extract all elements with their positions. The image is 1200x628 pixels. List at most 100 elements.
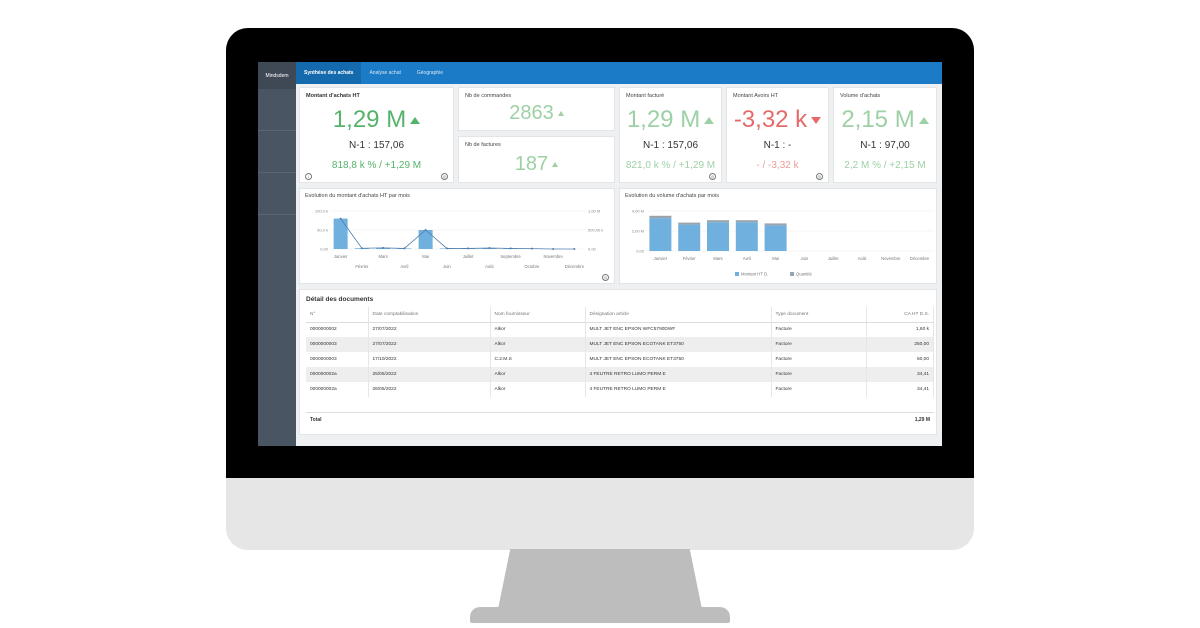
kpi-delta: 818,8 k % / +1,29 M: [331, 160, 422, 171]
kpi-title: Nb de commandes: [465, 93, 512, 99]
bar-stack: [678, 222, 701, 225]
chart-title: Evolution du volume d'achats par mois: [625, 193, 719, 199]
line-point: [530, 247, 533, 250]
cell: MULT JET ENC EPSON ECOTANK ET3750: [585, 352, 772, 367]
kpi-nb-commandes[interactable]: Nb de commandes 2863: [458, 87, 615, 131]
bar: [707, 222, 729, 251]
x-tick-label: Avril: [743, 256, 751, 261]
chart-volume-achats[interactable]: Evolution du volume d'achats par mois 4,…: [619, 188, 937, 284]
bar: [418, 230, 433, 249]
series-line: [340, 218, 575, 250]
bar: [735, 222, 758, 251]
table-row[interactable]: 0000000003 27/07/2022 Alkor MULT JET ENC…: [306, 337, 934, 352]
line-point: [488, 247, 491, 250]
line-point: [573, 248, 576, 250]
cell: 0000000003: [306, 337, 369, 352]
tab-analyse[interactable]: Analyse achat: [369, 70, 401, 76]
chart-montant-achats[interactable]: Evolution du montant d'achats HT par moi…: [299, 188, 615, 284]
bar-stack: [707, 220, 729, 223]
x-tick-label: Août: [858, 256, 867, 261]
info-icon[interactable]: i: [305, 173, 312, 180]
cell: Alkor: [490, 367, 586, 382]
cell: 0000000003: [306, 352, 369, 367]
tab-synthese[interactable]: Synthèse des achats: [296, 62, 362, 84]
tab-geographie[interactable]: Géographie: [416, 70, 444, 76]
total-value: 1,29 M: [914, 416, 930, 423]
kpi-title: Nb de factures: [465, 142, 501, 148]
documents-table: N° Date comptabilisation Nom fournisseur…: [306, 307, 934, 397]
table-row[interactable]: 000000002a 25/05/2022 Alkor 4 FEUTRE RET…: [306, 367, 934, 382]
cell: 34,41: [866, 382, 934, 397]
table-header-row: N° Date comptabilisation Nom fournisseur…: [306, 307, 934, 323]
kpi-delta: 821,0 k % / +1,29 M: [625, 160, 716, 171]
x-tick-label: Août: [485, 264, 494, 269]
target-icon[interactable]: ◎: [441, 173, 448, 180]
y-tick-label: 0,00: [320, 247, 329, 252]
kpi-value: 1,29 M: [620, 106, 721, 134]
line-point: [424, 229, 427, 231]
monitor-stand-neck: [498, 549, 702, 609]
cell: 26/05/2022: [368, 382, 491, 397]
kpi-nb-factures[interactable]: Nb de factures 187: [458, 136, 615, 183]
bar-stack: [735, 220, 758, 223]
y-tick-label: 50,0 k: [317, 228, 328, 233]
cell: 250,00: [866, 337, 934, 352]
kpi-value: 1,29 M: [300, 106, 453, 134]
legend-swatch: [790, 272, 794, 276]
kpi-montant-avoirs[interactable]: Montant Avoirs HT -3,32 k N-1 : - - / -3…: [726, 87, 829, 183]
kpi-delta: 2,2 M % / +2,15 M: [844, 160, 926, 171]
sidebar-item[interactable]: [258, 173, 296, 215]
bar: [649, 218, 672, 251]
cell: 25/05/2022: [368, 367, 491, 382]
sidebar-item[interactable]: [258, 131, 296, 173]
tab-bar: Synthèse des achats Analyse achat Géogra…: [296, 62, 942, 84]
kpi-volume-achats[interactable]: Volume d'achats 2,15 M N-1 : 97,00 2,2 M…: [833, 87, 937, 183]
x-tick-label: Octobre: [524, 264, 540, 269]
legend-label: Montant HT D.: [741, 272, 768, 277]
line-point: [552, 248, 555, 250]
col-header[interactable]: Date comptabilisation: [368, 307, 491, 323]
col-header[interactable]: Nom fournisseur: [490, 307, 586, 323]
bar: [678, 224, 701, 251]
col-header[interactable]: Type document: [771, 307, 867, 323]
table-title: Détail des documents: [306, 296, 374, 303]
y-tick-label: 4,00 M: [632, 209, 644, 214]
sidebar-item[interactable]: [258, 89, 296, 131]
x-tick-label: Juin: [801, 256, 809, 261]
x-tick-label: Mars: [713, 256, 722, 261]
y2-tick-label: 1,00 M: [588, 209, 600, 214]
cell: 4 FEUTRE RETRO LUMO PERM E: [585, 382, 772, 397]
kpi-montant-facture[interactable]: Montant facturé 1,29 M N-1 : 157,06 821,…: [619, 87, 722, 183]
chart-title: Evolution du montant d'achats HT par moi…: [305, 193, 410, 199]
target-icon[interactable]: ◎: [709, 173, 716, 180]
kpi-title: Montant facturé: [626, 93, 665, 99]
table-row[interactable]: 0000000003 17/10/2022 C.2.M.S MULT JET E…: [306, 352, 934, 367]
target-icon[interactable]: ◎: [602, 274, 609, 281]
col-header[interactable]: N°: [306, 307, 369, 323]
line-point: [339, 217, 342, 220]
x-tick-label: Mars: [378, 254, 387, 259]
x-tick-label: Décembre: [910, 256, 930, 261]
col-header[interactable]: CA HT D.S.: [866, 307, 934, 323]
x-tick-label: Juillet: [463, 254, 475, 259]
x-tick-label: Septembre: [500, 254, 521, 259]
cell: Facture: [771, 322, 867, 337]
table-row[interactable]: 000000002a 26/05/2022 Alkor 4 FEUTRE RET…: [306, 382, 934, 397]
col-header[interactable]: Désignation article: [585, 307, 772, 323]
trend-up-icon: [557, 111, 564, 117]
legend-swatch: [735, 272, 739, 276]
target-icon[interactable]: ◎: [816, 173, 823, 180]
cell: 000000002a: [306, 382, 369, 397]
cell: 0000000002: [306, 322, 369, 337]
cell: Facture: [771, 382, 867, 397]
bar: [764, 225, 787, 251]
kpi-montant-achats[interactable]: Montant d'achats HT 1,29 M N-1 : 157,06 …: [299, 87, 454, 183]
kpi-value: 187: [459, 153, 614, 176]
table-row[interactable]: 0000000002 27/07/2022 Alkor MULT JET ENC…: [306, 322, 934, 337]
kpi-value: -3,32 k: [727, 106, 828, 134]
x-tick-label: Novembre: [881, 256, 901, 261]
kpi-n1: N-1 : -: [763, 140, 792, 151]
sidebar-header[interactable]: Mindsdem: [258, 62, 296, 89]
y-tick-label: 0,00: [636, 249, 645, 254]
